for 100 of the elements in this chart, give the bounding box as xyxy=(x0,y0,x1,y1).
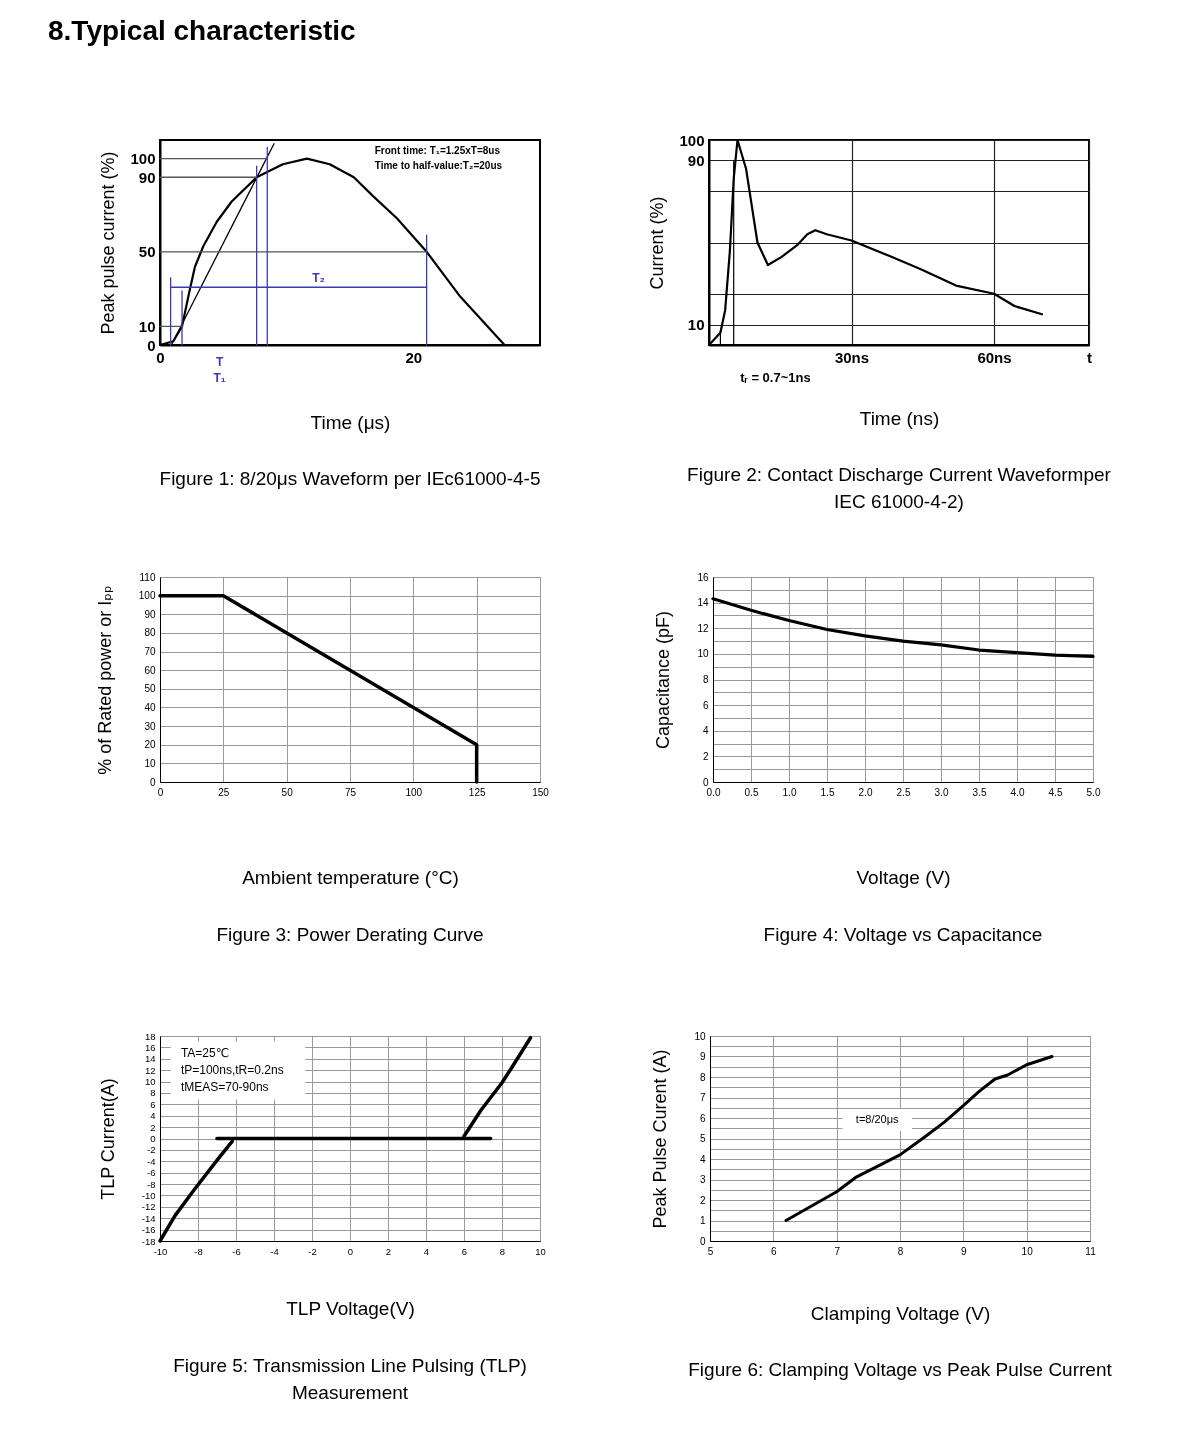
x-tick-label: 2.0 xyxy=(858,786,873,798)
y-tick-label: 40 xyxy=(144,701,156,713)
x-tick-label: 3.0 xyxy=(934,786,949,798)
y-tick-label: 4 xyxy=(702,725,709,737)
x-axis-title: Time (ns) xyxy=(859,407,940,429)
x-axis-title: Time (μs) xyxy=(310,411,391,433)
x-tick-label: 7 xyxy=(834,1245,841,1257)
text: Figure 5: Transmission Line Pulsing (TLP) Measurement xyxy=(173,1354,527,1403)
x-tick-label: 150 xyxy=(532,786,550,798)
x-tick-label: 4.5 xyxy=(1048,786,1063,798)
x-tick-label: 2 xyxy=(385,1245,392,1257)
x-tick-label: 25 xyxy=(218,786,230,798)
x-tick-label: 0.0 xyxy=(706,786,721,798)
text: tᵣ = 0.7~1ns xyxy=(740,369,811,385)
x-axis-title: Clamping Voltage (V) xyxy=(810,1302,991,1324)
y-tick-label: 110 xyxy=(139,571,156,583)
x-tick-label: -2 xyxy=(308,1245,317,1257)
y-tick-label: 30 xyxy=(144,720,156,732)
y-tick-label: 10 xyxy=(687,316,705,333)
y-tick-label: -10 xyxy=(141,1189,156,1201)
y-tick-label: 3 xyxy=(699,1174,706,1185)
y-axis-title: Current (%) xyxy=(647,196,668,290)
x-tick-label: 0.5 xyxy=(744,786,759,798)
y-tick-label: 60 xyxy=(144,664,156,676)
y-tick-label: 50 xyxy=(144,683,156,695)
y-tick-label: -8 xyxy=(147,1178,156,1190)
x-tick-label: -4 xyxy=(270,1245,279,1257)
y-tick-label: 100 xyxy=(130,150,156,168)
text: T₁ xyxy=(213,370,226,385)
y-tick-label: 8 xyxy=(699,1071,706,1083)
y-tick-label: 16 xyxy=(697,571,709,583)
y-tick-label: 80 xyxy=(144,627,156,639)
x-tick-label: 6 xyxy=(771,1245,778,1257)
y-tick-label: 6 xyxy=(150,1098,156,1110)
y-tick-label: 70 xyxy=(144,646,156,658)
y-tick-label: 14 xyxy=(144,1053,156,1065)
x-tick-label: 9 xyxy=(961,1245,968,1257)
y-tick-label: 0 xyxy=(702,776,709,788)
annotation: t=8/20μs xyxy=(855,1113,900,1126)
x-tick-label: 2.5 xyxy=(896,786,911,798)
y-tick-label: 8 xyxy=(150,1087,156,1099)
x-tick-label: 4.0 xyxy=(1010,786,1025,798)
y-tick-label: 5 xyxy=(699,1133,706,1144)
y-tick-label: 100 xyxy=(679,131,705,149)
y-tick-label: 2 xyxy=(699,1194,706,1206)
y-tick-label: 90 xyxy=(687,152,705,169)
x-tick-label: 10 xyxy=(535,1245,546,1257)
y-tick-label: 9 xyxy=(699,1051,706,1062)
y-tick-label: 18 xyxy=(144,1030,156,1042)
y-tick-label: 10 xyxy=(144,1076,156,1088)
y-axis-title: Capacitance (pF) xyxy=(653,610,674,750)
y-tick-label: 0 xyxy=(150,1133,156,1144)
x-tick-label: t xyxy=(1087,348,1092,366)
x-tick-label: 50 xyxy=(281,786,294,798)
x-axis-title: Voltage (V) xyxy=(856,866,951,888)
text: Figure 3: Power Derating Curve xyxy=(216,924,484,945)
text: 8.Typical characteristic xyxy=(48,15,356,46)
x-tick-label: 6 xyxy=(461,1245,468,1257)
x-tick-label: 11 xyxy=(1085,1245,1097,1257)
y-tick-label: 0 xyxy=(149,776,156,788)
y-tick-label: 2 xyxy=(702,750,709,762)
y-tick-label: -14 xyxy=(141,1212,156,1224)
y-tick-label: -16 xyxy=(141,1224,156,1236)
y-tick-label: 0 xyxy=(147,336,156,354)
x-axis-title: TLP Voltage(V) xyxy=(286,1298,415,1319)
y-tick-label: 4 xyxy=(150,1110,156,1122)
y-tick-label: 7 xyxy=(699,1092,706,1103)
y-tick-label: 1 xyxy=(699,1215,706,1226)
y-tick-label: 100 xyxy=(138,590,156,602)
x-tick-label: 60ns xyxy=(977,348,1012,366)
x-tick-label: 4 xyxy=(423,1245,430,1257)
y-tick-label: 90 xyxy=(144,608,156,620)
x-tick-label: 8 xyxy=(897,1245,904,1257)
y-tick-label: -6 xyxy=(147,1167,156,1179)
y-tick-label: 10 xyxy=(138,317,156,335)
y-tick-label: 10 xyxy=(144,757,156,769)
text: Figure 2: Contact Discharge Current Waveformper IEC 61000-4-2) xyxy=(687,464,1112,512)
y-tick-label: 14 xyxy=(697,597,709,609)
y-tick-label: 10 xyxy=(697,648,709,660)
y-tick-label: 10 xyxy=(694,1030,706,1042)
y-tick-label: 2 xyxy=(150,1121,156,1133)
annotation: T₂ xyxy=(312,271,325,286)
y-tick-label: 6 xyxy=(699,1112,706,1124)
x-tick-label: -6 xyxy=(232,1245,241,1257)
y-tick-label: 8 xyxy=(702,674,709,685)
y-tick-label: 16 xyxy=(144,1041,156,1053)
annotation: tP=100ns,tR=0.2ns xyxy=(180,1063,284,1078)
y-tick-label: 0 xyxy=(699,1235,706,1247)
y-tick-label: -18 xyxy=(141,1235,156,1247)
y-axis-title: Peak Pulse Curent (A) xyxy=(650,1049,671,1229)
x-tick-label: 20 xyxy=(405,348,423,366)
x-tick-label: 3.5 xyxy=(972,786,987,798)
annotation: Front time: T₁=1.25xT=8us xyxy=(374,145,501,157)
x-tick-label: 0 xyxy=(347,1245,354,1257)
x-tick-label: 10 xyxy=(1021,1245,1034,1257)
y-tick-label: 12 xyxy=(697,622,709,634)
y-tick-label: -4 xyxy=(147,1155,156,1167)
y-tick-label: -2 xyxy=(147,1144,156,1156)
y-axis-title: % of Rated power or Iₚₚ xyxy=(94,585,115,775)
text: T xyxy=(215,355,224,370)
